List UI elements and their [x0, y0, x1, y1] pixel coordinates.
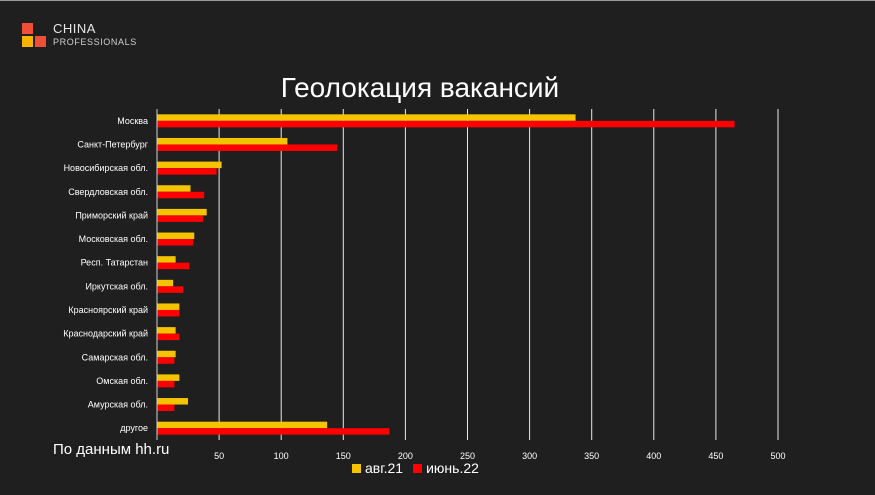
bar-series1-4	[157, 208, 207, 216]
category-label: Новосибирская обл.	[64, 163, 148, 173]
bar-series2-9	[157, 333, 180, 341]
category-label: Красноярский край	[68, 305, 148, 315]
bar-series1-2	[157, 161, 222, 169]
bar-series1-3	[157, 185, 191, 192]
category-label: Омская обл.	[96, 376, 148, 386]
category-label: Свердловская обл.	[68, 187, 148, 197]
x-tick-label: 150	[336, 451, 351, 461]
brand-name: CHINA PROFESSIONALS	[53, 22, 137, 47]
legend-item-series2: июнь.22	[413, 460, 479, 476]
bar-series1-7	[157, 279, 174, 287]
logo-square-3	[22, 36, 33, 47]
x-tick-label: 350	[584, 451, 599, 461]
legend-label-series2: июнь.22	[426, 460, 479, 476]
x-tick-label: 450	[708, 451, 723, 461]
bar-series1-12	[157, 398, 189, 405]
chart-title: Геолокация вакансий	[280, 72, 560, 103]
bar-series2-13	[157, 428, 390, 435]
legend: авг.21 июнь.22	[352, 460, 479, 476]
bar-series1-10	[157, 350, 176, 358]
logo-square-1	[22, 23, 33, 34]
bar-series1-1	[157, 137, 288, 145]
brand-line2: PROFESSIONALS	[53, 37, 137, 47]
category-label: Приморский край	[75, 210, 148, 220]
bar-series2-7	[157, 286, 184, 293]
legend-label-series1: авг.21	[365, 460, 404, 476]
bar-series1-6	[157, 256, 176, 263]
bar-series2-3	[157, 191, 205, 199]
bar-series2-5	[157, 239, 194, 246]
bar-series1-8	[157, 303, 180, 310]
category-label: Краснодарский край	[63, 329, 148, 339]
bar-series1-11	[157, 374, 180, 381]
top-border	[0, 0, 875, 1]
category-label: Респ. Татарстан	[81, 258, 148, 268]
bar-series2-8	[157, 309, 180, 317]
brand-logo-icon	[22, 23, 46, 47]
x-tick-label: 300	[522, 451, 537, 461]
category-label: другое	[120, 423, 148, 433]
legend-item-series1: авг.21	[352, 460, 403, 476]
category-label: Москва	[117, 116, 148, 126]
source-note: По данным hh.ru	[53, 441, 170, 458]
legend-swatch-series1	[352, 463, 361, 473]
x-tick-label: 400	[646, 451, 661, 461]
bar-series2-0	[157, 120, 735, 128]
logo-square-4	[35, 36, 46, 47]
bar-series1-9	[157, 327, 176, 334]
bar-series2-11	[157, 380, 175, 388]
bar-series2-2	[157, 168, 217, 175]
x-tick-label: 200	[398, 451, 413, 461]
category-label: Амурская обл.	[88, 400, 148, 410]
bar-series2-10	[157, 357, 175, 364]
bar-series2-12	[157, 404, 175, 412]
bar-series1-5	[157, 232, 195, 240]
bar-series2-1	[157, 144, 338, 151]
category-label: Самарская обл.	[82, 352, 148, 362]
x-tick-label: 500	[770, 451, 785, 461]
x-tick-label: 100	[274, 451, 289, 461]
category-label: Московская обл.	[79, 234, 148, 244]
bar-series2-4	[157, 215, 203, 222]
x-tick-label: 250	[460, 451, 475, 461]
category-label: Иркутская обл.	[85, 281, 148, 291]
brand-line1: CHINA	[53, 21, 96, 36]
x-tick-label: 50	[214, 451, 224, 461]
bar-series1-0	[157, 114, 576, 121]
category-label: Санкт-Петербург	[77, 139, 148, 149]
bar-series2-6	[157, 262, 190, 270]
legend-swatch-series2	[413, 463, 423, 473]
bar-series1-13	[157, 421, 328, 429]
